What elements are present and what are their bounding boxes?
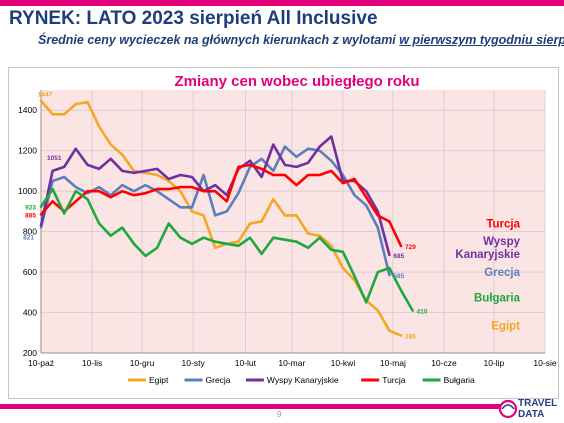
legend-label: Turcja <box>382 375 406 385</box>
series-line-wyspy-kanaryjskie <box>39 135 391 257</box>
subtitle-text: Średnie ceny wycieczek na głównych kieru… <box>38 33 400 47</box>
x-tick-label: 10-gru <box>130 358 155 368</box>
series-end-label: Wyspy <box>483 236 520 248</box>
series-end-label: Egipt <box>491 321 520 333</box>
series-end-label: Kanaryjskie <box>455 249 520 261</box>
point-label: 1051 <box>47 155 62 162</box>
x-tick-label: 10-cze <box>431 358 457 368</box>
point-label: 885 <box>25 212 36 219</box>
series-end-label: Grecja <box>484 267 520 279</box>
x-tick-label: 10-paź <box>28 358 54 368</box>
x-tick-label: 10-maj <box>380 358 406 368</box>
series-line-egipt <box>39 99 403 337</box>
y-tick-label: 1200 <box>18 146 37 156</box>
point-label: 1447 <box>38 92 53 99</box>
logo-text-data: DATA <box>518 409 545 420</box>
series-line-grecja <box>39 145 391 277</box>
point-label: 585 <box>393 273 404 280</box>
series-line-turcja <box>39 163 403 248</box>
x-tick-label: 10-lis <box>82 358 102 368</box>
legend-label: Bułgaria <box>444 375 475 385</box>
page-title: RYNEK: LATO 2023 sierpień All Inclusive <box>9 8 378 29</box>
subtitle-underlined: w pierwszym tygodniu sierpnia <box>399 33 564 47</box>
x-tick-label: 10-sie <box>533 358 556 368</box>
x-tick-label: 10-sty <box>182 358 206 368</box>
y-tick-label: 400 <box>23 308 37 318</box>
point-label: 923 <box>25 205 36 212</box>
bottom-accent-bar <box>0 404 500 409</box>
y-tick-label: 1000 <box>18 186 37 196</box>
travel-data-logo <box>498 399 518 419</box>
point-label: 821 <box>23 234 34 241</box>
plot-area <box>41 90 545 353</box>
page-number: 9 <box>277 410 282 419</box>
y-tick-label: 200 <box>23 348 37 358</box>
point-label: 685 <box>393 253 404 260</box>
page-subtitle: Średnie ceny wycieczek na głównych kieru… <box>38 33 564 47</box>
series-end-label: Turcja <box>486 219 520 231</box>
logo-text-travel: TRAVEL <box>518 398 558 409</box>
series-line-bułgaria <box>39 187 414 312</box>
x-tick-label: 10-mar <box>278 358 305 368</box>
legend-label: Egipt <box>149 375 169 385</box>
legend-label: Wyspy Kanaryjskie <box>267 375 339 385</box>
y-tick-label: 600 <box>23 267 37 277</box>
legend-label: Grecja <box>206 375 231 385</box>
point-label: 286 <box>405 334 416 341</box>
y-tick-label: 1400 <box>18 105 37 115</box>
point-label: 729 <box>405 244 416 251</box>
y-tick-label: 800 <box>23 227 37 237</box>
point-label: 410 <box>417 309 428 316</box>
x-tick-label: 10-lip <box>484 358 505 368</box>
x-tick-label: 10-lut <box>235 358 257 368</box>
x-tick-label: 10-kwi <box>331 358 356 368</box>
top-accent-bar <box>0 0 564 6</box>
chart-title: Zmiany cen wobec ubiegłego roku <box>174 73 419 90</box>
series-end-label: Bułgaria <box>474 292 521 304</box>
